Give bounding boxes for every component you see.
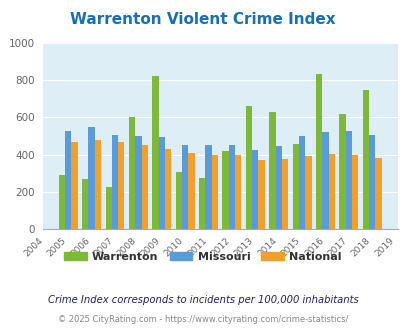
Bar: [65, 131, 71, 229]
Bar: [198, 178, 205, 229]
Bar: [281, 159, 288, 229]
Bar: [59, 175, 65, 229]
Bar: [258, 160, 264, 229]
Bar: [298, 136, 305, 229]
Bar: [328, 154, 334, 229]
Bar: [345, 131, 351, 229]
Bar: [351, 154, 358, 229]
Bar: [129, 116, 135, 229]
Bar: [275, 147, 281, 229]
Bar: [71, 142, 77, 229]
Bar: [222, 151, 228, 229]
Bar: [88, 127, 94, 229]
Legend: Warrenton, Missouri, National: Warrenton, Missouri, National: [60, 248, 345, 267]
Bar: [315, 74, 322, 229]
Bar: [152, 77, 158, 229]
Bar: [112, 135, 118, 229]
Bar: [292, 144, 298, 229]
Bar: [322, 132, 328, 229]
Text: Crime Index corresponds to incidents per 100,000 inhabitants: Crime Index corresponds to incidents per…: [47, 295, 358, 305]
Text: © 2025 CityRating.com - https://www.cityrating.com/crime-statistics/: © 2025 CityRating.com - https://www.city…: [58, 315, 347, 324]
Bar: [252, 150, 258, 229]
Bar: [269, 112, 275, 229]
Bar: [211, 155, 217, 229]
Bar: [118, 142, 124, 229]
Bar: [188, 153, 194, 229]
Bar: [181, 145, 188, 229]
Bar: [228, 145, 234, 229]
Bar: [175, 172, 181, 229]
Bar: [305, 156, 311, 229]
Bar: [105, 187, 112, 229]
Bar: [234, 155, 241, 229]
Bar: [245, 106, 252, 229]
Bar: [135, 136, 141, 229]
Bar: [164, 149, 171, 229]
Bar: [339, 114, 345, 229]
Bar: [205, 145, 211, 229]
Text: Warrenton Violent Crime Index: Warrenton Violent Crime Index: [70, 12, 335, 26]
Bar: [141, 145, 147, 229]
Bar: [368, 135, 375, 229]
Bar: [94, 140, 101, 229]
Bar: [82, 179, 88, 229]
Bar: [158, 137, 164, 229]
Bar: [362, 89, 368, 229]
Bar: [375, 157, 381, 229]
